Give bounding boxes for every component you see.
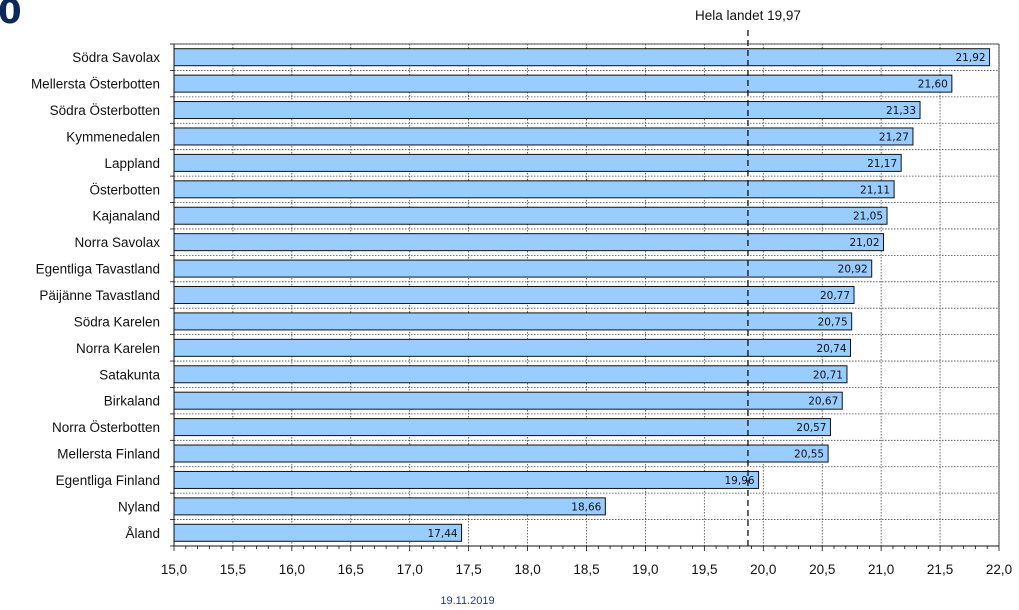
bar xyxy=(173,523,463,542)
x-tick-label: 18,5 xyxy=(573,562,599,577)
x-tick-label: 15,5 xyxy=(220,562,246,577)
x-tick-label: 20,5 xyxy=(809,562,835,577)
value-label: 21,02 xyxy=(849,237,879,249)
category-label: Päijänne Tavastland xyxy=(39,288,160,303)
reference-line-label: Hela landet 19,97 xyxy=(695,8,801,23)
bar xyxy=(173,338,851,357)
value-label: 21,17 xyxy=(867,158,897,170)
x-tick-label: 21,5 xyxy=(927,562,953,577)
bar xyxy=(173,233,884,252)
value-label: 21,27 xyxy=(879,131,909,143)
category-label: Kajanaland xyxy=(92,209,160,224)
bar xyxy=(173,206,888,225)
bar xyxy=(173,127,914,146)
corner-mark: 0 xyxy=(0,0,22,32)
footer-date: 19.11.2019 xyxy=(440,595,495,607)
bar xyxy=(173,444,829,463)
bars-layer xyxy=(173,48,991,542)
x-tick-label: 17,5 xyxy=(456,562,482,577)
axis-layer xyxy=(170,43,1000,551)
value-label: 18,66 xyxy=(571,501,601,513)
bar xyxy=(173,286,855,304)
x-tick-label: 15,0 xyxy=(161,562,187,577)
bar-chart: Hela landet 19,97 15,0 15,5 16,0 16,5 17,0 17… xyxy=(31,8,1012,577)
x-tick-label: 18,0 xyxy=(514,562,540,577)
bar xyxy=(173,153,902,172)
bar xyxy=(173,497,606,516)
category-label: Satakunta xyxy=(99,367,160,382)
category-label: Norra Savolax xyxy=(74,235,160,250)
category-label: Södra Karelen xyxy=(74,314,160,329)
value-label: 21,33 xyxy=(886,105,916,117)
x-tick-label: 20,0 xyxy=(750,562,776,577)
value-label: 21,92 xyxy=(956,52,986,64)
labels-layer: 15,0 15,5 16,0 16,5 17,0 17,5 18,0 18,5 19,0 19,5… xyxy=(31,50,1012,577)
value-label: 20,71 xyxy=(813,369,843,381)
value-label: 20,67 xyxy=(808,396,838,408)
reference-line-layer: Hela landet 19,97 xyxy=(695,8,801,546)
value-label: 19,96 xyxy=(725,475,755,487)
category-label: Kymmenedalen xyxy=(66,129,160,144)
category-label: Österbotten xyxy=(89,182,160,197)
value-label: 20,92 xyxy=(838,264,868,276)
category-label: Nyland xyxy=(118,499,160,514)
bar xyxy=(173,48,991,67)
x-tick-label: 16,0 xyxy=(279,562,305,577)
x-tick-label: 19,5 xyxy=(691,562,717,577)
category-label: Egentliga Tavastland xyxy=(36,262,160,277)
bar xyxy=(173,391,843,410)
category-label: Södra Österbotten xyxy=(50,103,160,118)
bar xyxy=(173,101,921,120)
category-label: Birkaland xyxy=(104,394,160,409)
x-tick-label: 22,0 xyxy=(986,562,1012,577)
category-label: Mellersta Österbotten xyxy=(31,77,160,92)
bar xyxy=(173,312,853,331)
category-label: Norra Karelen xyxy=(76,341,160,356)
bar xyxy=(173,365,848,384)
value-label: 20,55 xyxy=(794,449,824,461)
value-label: 20,74 xyxy=(816,343,846,355)
category-label: Åland xyxy=(125,526,160,541)
value-label: 21,60 xyxy=(918,79,948,91)
value-label: 20,75 xyxy=(818,316,848,328)
value-label: 20,77 xyxy=(820,290,850,302)
value-label: 20,57 xyxy=(796,422,826,434)
x-tick-label: 19,0 xyxy=(632,562,658,577)
bar xyxy=(173,259,873,278)
x-tick-label: 17,0 xyxy=(397,562,423,577)
bar xyxy=(173,74,953,93)
category-label: Mellersta Finland xyxy=(57,447,160,462)
x-tick-label: 16,5 xyxy=(338,562,364,577)
x-tick-label: 21,0 xyxy=(868,562,894,577)
category-label: Södra Savolax xyxy=(72,50,160,65)
category-label: Norra Österbotten xyxy=(52,420,160,435)
value-label: 17,44 xyxy=(428,528,458,540)
value-label: 21,05 xyxy=(853,211,883,223)
bar xyxy=(173,470,760,489)
category-label: Lappland xyxy=(104,156,160,171)
value-label: 21,11 xyxy=(860,184,890,196)
bar xyxy=(173,180,895,199)
bar xyxy=(173,418,831,437)
category-label: Egentliga Finland xyxy=(56,473,160,488)
